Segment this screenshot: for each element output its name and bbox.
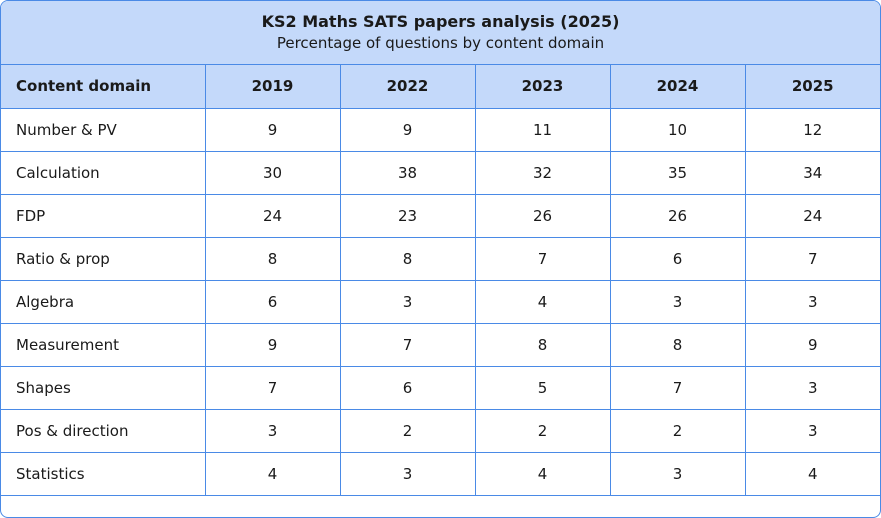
cell: 8 xyxy=(204,236,341,281)
cell: 3 xyxy=(744,279,880,324)
table-body: Number & PV 9 9 11 10 12 Calculation 30 38 32 35 34… xyxy=(1,108,880,496)
cell: 2 xyxy=(474,408,611,453)
table-row: FDP 24 23 26 26 24 xyxy=(1,193,880,238)
row-label: Algebra xyxy=(1,279,206,324)
cell: 26 xyxy=(474,193,611,238)
cell: 3 xyxy=(204,408,341,453)
table-row: Calculation 30 38 32 35 34 xyxy=(1,150,880,195)
subtitle: Percentage of questions by content domai… xyxy=(276,34,605,52)
header-cell: 2022 xyxy=(339,65,476,109)
row-label: Calculation xyxy=(1,150,206,195)
cell: 3 xyxy=(609,451,746,496)
header-cell: 2024 xyxy=(609,65,746,109)
cell: 9 xyxy=(744,322,880,367)
header-cell: 2019 xyxy=(204,65,341,109)
cell: 7 xyxy=(339,322,476,367)
cell: 38 xyxy=(339,150,476,195)
cell: 4 xyxy=(474,279,611,324)
cell: 23 xyxy=(339,193,476,238)
cell: 9 xyxy=(339,108,476,152)
cell: 8 xyxy=(339,236,476,281)
cell: 10 xyxy=(609,108,746,152)
cell: 8 xyxy=(609,322,746,367)
cell: 7 xyxy=(609,365,746,410)
cell: 3 xyxy=(339,279,476,324)
cell: 8 xyxy=(474,322,611,367)
cell: 11 xyxy=(474,108,611,152)
cell: 7 xyxy=(474,236,611,281)
cell: 2 xyxy=(609,408,746,453)
table-row: Number & PV 9 9 11 10 12 xyxy=(1,108,880,152)
cell: 24 xyxy=(744,193,880,238)
cell: 34 xyxy=(744,150,880,195)
cell: 7 xyxy=(204,365,341,410)
header-cell: Content domain xyxy=(1,65,206,109)
title: KS2 Maths SATS papers analysis (2025) xyxy=(261,12,620,31)
table-row: Algebra 6 3 4 3 3 xyxy=(1,279,880,324)
cell: 3 xyxy=(744,365,880,410)
table-row: Measurement 9 7 8 8 9 xyxy=(1,322,880,367)
cell: 4 xyxy=(204,451,341,496)
table-caption: KS2 Maths SATS papers analysis (2025) Pe… xyxy=(1,1,880,65)
table-row: Shapes 7 6 5 7 3 xyxy=(1,365,880,410)
cell: 4 xyxy=(474,451,611,496)
row-label: Statistics xyxy=(1,451,206,496)
cell: 26 xyxy=(609,193,746,238)
row-label: Measurement xyxy=(1,322,206,367)
data-table: Content domain 2019 2022 2023 2024 2025 Numbe… xyxy=(1,65,880,496)
cell: 24 xyxy=(204,193,341,238)
header-cell: 2025 xyxy=(744,65,880,109)
table-row: Statistics 4 3 4 3 4 xyxy=(1,451,880,496)
cell: 3 xyxy=(339,451,476,496)
table-row: Pos & direction 3 2 2 2 3 xyxy=(1,408,880,453)
cell: 3 xyxy=(609,279,746,324)
cell: 2 xyxy=(339,408,476,453)
cell: 35 xyxy=(609,150,746,195)
cell: 12 xyxy=(744,108,880,152)
row-label: Ratio & prop xyxy=(1,236,206,281)
row-label: FDP xyxy=(1,193,206,238)
cell: 6 xyxy=(609,236,746,281)
cell: 32 xyxy=(474,150,611,195)
row-label: Pos & direction xyxy=(1,408,206,453)
cell: 6 xyxy=(339,365,476,410)
row-label: Shapes xyxy=(1,365,206,410)
cell: 4 xyxy=(744,451,880,496)
cell: 3 xyxy=(744,408,880,453)
cell: 30 xyxy=(204,150,341,195)
cell: 9 xyxy=(204,322,341,367)
cell: 5 xyxy=(474,365,611,410)
cell: 9 xyxy=(204,108,341,152)
cell: 6 xyxy=(204,279,341,324)
header-row: Content domain 2019 2022 2023 2024 2025 xyxy=(1,65,880,109)
header-cell: 2023 xyxy=(474,65,611,109)
table-row: Ratio & prop 8 8 7 6 7 xyxy=(1,236,880,281)
row-label: Number & PV xyxy=(1,108,206,152)
cell: 7 xyxy=(744,236,880,281)
